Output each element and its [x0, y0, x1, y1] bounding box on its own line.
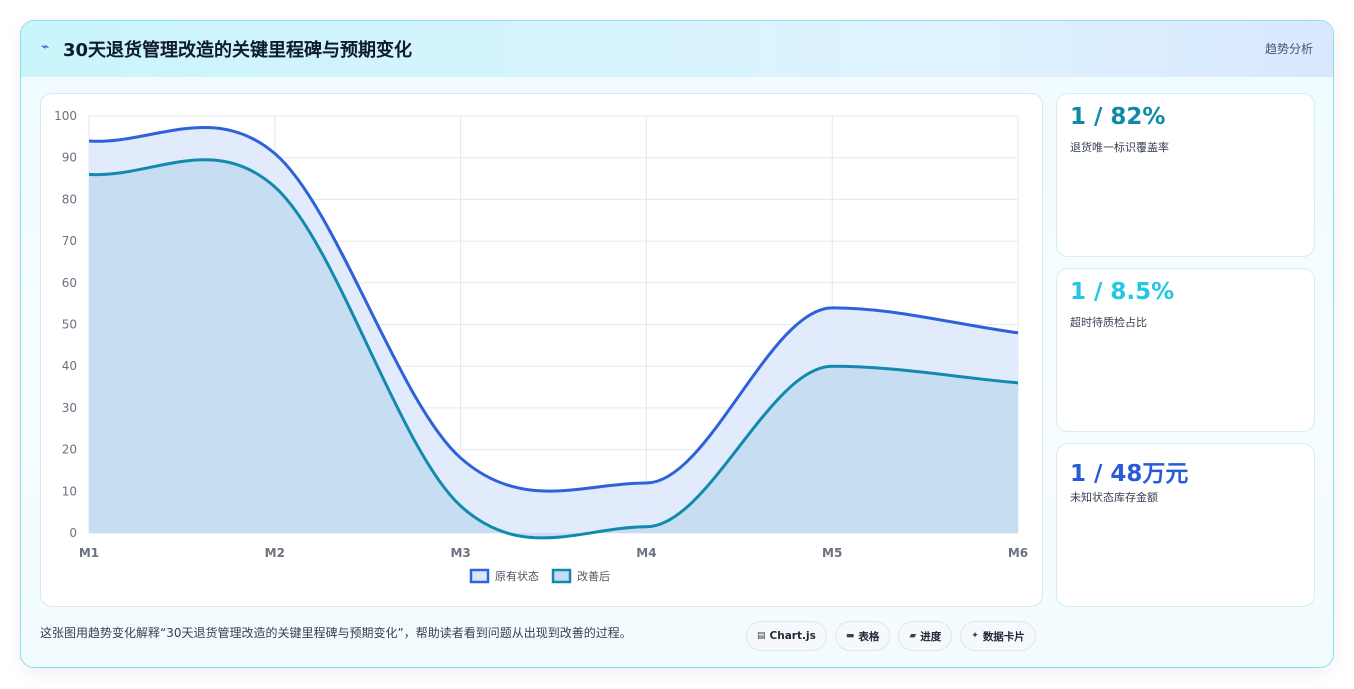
chip-label: 表格: [858, 630, 880, 643]
chip-label: Chart.js: [769, 630, 816, 642]
series-line-1: [88, 126, 1019, 493]
page-title: 30天退货管理改造的关键里程碑与预期变化: [63, 40, 413, 61]
chip-progress[interactable]: ▰ 进度: [898, 621, 953, 651]
chip-label: 进度: [920, 630, 942, 643]
kpi-value: 1 / 48万元: [1070, 461, 1189, 487]
x-tick-label: M4: [636, 546, 656, 560]
chip-chartjs[interactable]: ▤ Chart.js: [746, 621, 827, 651]
kpi-card-overdue: 1 / 8.5% 超时待质检占比: [1056, 268, 1315, 432]
y-tick-label: 30: [62, 401, 77, 415]
legend-swatch: [469, 568, 490, 584]
tech-chips: ▤ Chart.js ▬ 表格 ▰ 进度 ✦ 数据卡片: [746, 621, 1036, 651]
legend-label: 改善后: [577, 569, 610, 583]
progress-icon: ▰: [909, 631, 917, 641]
y-tick-label: 50: [62, 318, 77, 332]
kpi-card-coverage: 1 / 82% 退货唯一标识覆盖率: [1056, 93, 1315, 257]
chart-panel: 0 10 20 30 40 50 60 70 80 90 100 M1 M2 M3 M4 M5 M6 原有状态 改善…: [40, 93, 1043, 607]
y-tick-label: 0: [69, 526, 77, 540]
kpi-card-unknown-inventory: 1 / 48万元 未知状态库存金额: [1056, 443, 1315, 607]
x-tick-label: M6: [1008, 546, 1028, 560]
x-tick-label: M5: [822, 546, 842, 560]
kpi-label: 超时待质检占比: [1070, 316, 1147, 329]
legend-label: 原有状态: [495, 569, 539, 583]
kpi-label: 退货唯一标识覆盖率: [1070, 141, 1169, 154]
chip-data-cards[interactable]: ✦ 数据卡片: [960, 621, 1036, 651]
chip-label: 数据卡片: [982, 630, 1025, 643]
series-line-2: [88, 158, 1019, 540]
y-tick-label: 20: [62, 443, 77, 457]
area-chart: 0 10 20 30 40 50 60 70 80 90 100 M1 M2 M3 M4 M5 M6 原有状态 改善…: [54, 109, 1028, 584]
x-tick-label: M3: [450, 546, 470, 560]
sparkle-icon: ✦: [971, 631, 979, 641]
analysis-type-tag: 趋势分析: [1264, 42, 1313, 56]
y-tick-label: 90: [62, 151, 77, 165]
y-tick-label: 80: [62, 192, 77, 206]
legend-swatch: [551, 568, 572, 584]
kpi-value: 1 / 82%: [1070, 104, 1166, 130]
dashboard-card: ⌁ 30天退货管理改造的关键里程碑与预期变化 趋势分析 0 10 20 30 40 50 6…: [20, 20, 1334, 668]
chart-caption: 这张图用趋势变化解释“30天退货管理改造的关键里程碑与预期变化”，帮助读者看到问…: [40, 626, 632, 640]
table-icon: ▬: [845, 631, 855, 641]
y-tick-label: 60: [62, 276, 77, 290]
kpi-value: 1 / 8.5%: [1070, 279, 1175, 305]
y-tick-label: 100: [54, 109, 77, 123]
card-header: ⌁ 30天退货管理改造的关键里程碑与预期变化 趋势分析: [21, 21, 1333, 77]
kpi-label: 未知状态库存金额: [1070, 491, 1158, 504]
pulse-icon: ⌁: [41, 39, 50, 55]
y-tick-label: 40: [62, 359, 77, 373]
chart-icon: ▤: [757, 631, 766, 641]
x-tick-label: M2: [265, 546, 285, 560]
y-tick-label: 70: [62, 234, 77, 248]
chip-table[interactable]: ▬ 表格: [834, 621, 891, 651]
y-tick-label: 10: [62, 484, 77, 498]
x-tick-label: M1: [79, 546, 99, 560]
